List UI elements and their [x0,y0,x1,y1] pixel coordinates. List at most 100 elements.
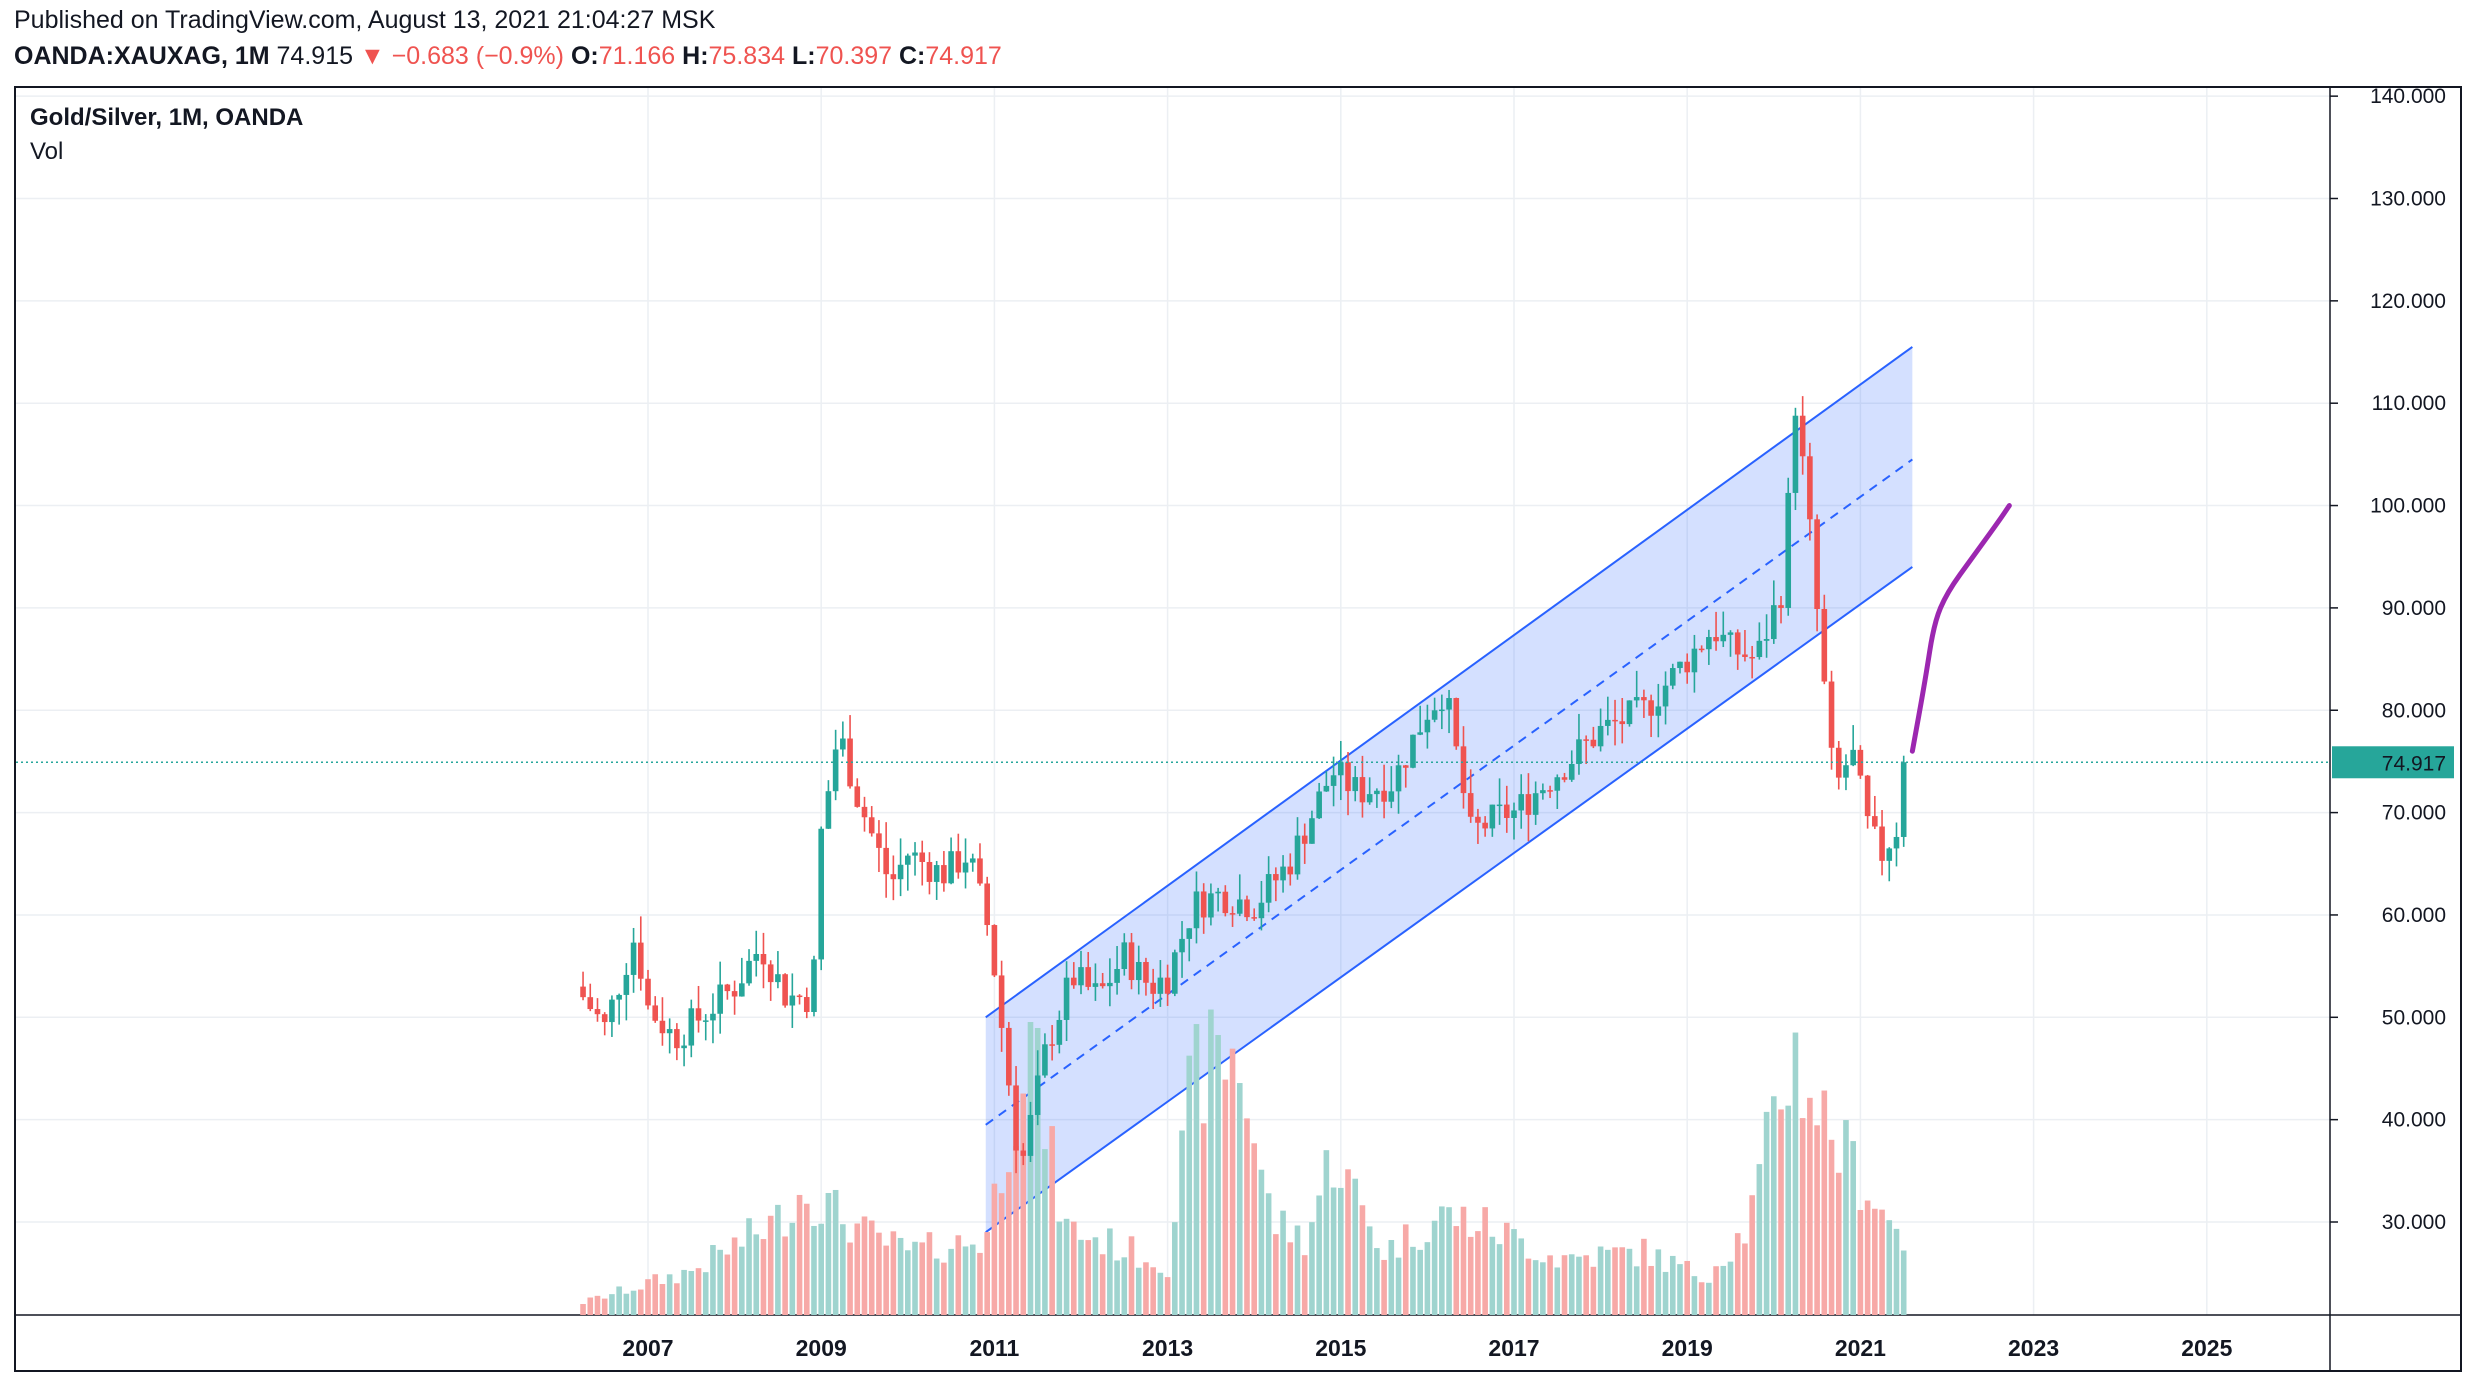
candle-body[interactable] [688,1008,695,1046]
candle-body[interactable] [1164,977,1171,994]
candle-body[interactable] [1179,938,1185,953]
candle-body[interactable] [724,984,731,992]
candle-body[interactable] [897,864,904,880]
candle-body[interactable] [962,862,969,873]
candle-body[interactable] [652,1005,659,1021]
candle-body[interactable] [919,852,926,862]
candle-body[interactable] [1727,632,1734,635]
candle-body[interactable] [1229,913,1236,915]
candle-body[interactable] [1828,681,1835,748]
candle-body[interactable] [1200,891,1207,918]
candle-body[interactable] [1345,762,1351,792]
candle-body[interactable] [1763,639,1770,641]
candle-body[interactable] [1843,765,1849,778]
candle-body[interactable] [753,954,760,961]
candle-body[interactable] [840,738,846,750]
candle-body[interactable] [926,861,933,882]
candle-body[interactable] [666,1029,673,1034]
candle-body[interactable] [1792,415,1799,493]
candle-body[interactable] [1605,719,1611,726]
chart-title[interactable]: Gold/Silver, 1M, OANDA [30,104,304,131]
candle-body[interactable] [1294,835,1301,875]
candle-body[interactable] [1027,1114,1034,1156]
candle-body[interactable] [1244,899,1250,918]
candle-body[interactable] [1460,746,1467,794]
candle-body[interactable] [905,855,911,865]
candle-body[interactable] [811,959,817,1012]
candle-body[interactable] [1056,1019,1063,1045]
candle-body[interactable] [702,1020,709,1022]
candle-body[interactable] [1013,1085,1019,1151]
candle-body[interactable] [645,978,651,1006]
candle-body[interactable] [1352,777,1359,792]
candle-body[interactable] [1900,762,1907,837]
candle-body[interactable] [1395,765,1402,792]
candle-body[interactable] [1099,983,1106,987]
volume-label[interactable]: Vol [30,138,64,165]
candle-body[interactable] [1872,816,1878,827]
candle-body[interactable] [1583,739,1589,741]
candle-body[interactable] [1121,942,1128,970]
candle-body[interactable] [1669,668,1676,686]
candle-body[interactable] [695,1008,702,1021]
candle-body[interactable] [1410,734,1416,768]
candle-body[interactable] [1402,765,1409,768]
candle-body[interactable] [1280,866,1286,881]
candle-body[interactable] [1467,793,1474,817]
candle-body[interactable] [1338,762,1344,776]
candle-body[interactable] [1619,721,1626,725]
candle-body[interactable] [1778,605,1784,608]
candle-body[interactable] [969,858,976,863]
candle-body[interactable] [1186,928,1193,939]
candle-body[interactable] [1366,794,1373,803]
candle-body[interactable] [630,942,637,975]
candle-body[interactable] [767,964,774,983]
candle-body[interactable] [1633,697,1640,701]
candle-body[interactable] [991,925,998,976]
candle-body[interactable] [1698,648,1705,651]
candle-body[interactable] [1489,804,1496,829]
candle-body[interactable] [1453,698,1460,747]
candle-body[interactable] [1236,899,1243,914]
candle-body[interactable] [1626,700,1633,725]
candle-body[interactable] [1734,632,1741,655]
candle-body[interactable] [868,817,875,834]
candle-body[interactable] [594,1009,601,1015]
candle-body[interactable] [789,995,796,1006]
candle-body[interactable] [1107,982,1113,987]
candle-body[interactable] [1381,790,1387,802]
candle-body[interactable] [1193,891,1200,929]
candle-body[interactable] [775,974,781,983]
candle-body[interactable] [1374,790,1380,795]
candle-body[interactable] [1482,822,1488,829]
candle-body[interactable] [1020,1150,1027,1156]
candle-body[interactable] [1503,804,1510,818]
candle-body[interactable] [1034,1075,1041,1115]
candle-body[interactable] [1157,977,1164,994]
candle-body[interactable] [1662,685,1669,707]
candle-body[interactable] [739,983,745,997]
candle-body[interactable] [1864,775,1871,817]
candle-body[interactable] [1114,969,1120,983]
candle-body[interactable] [1215,891,1221,894]
candle-body[interactable] [1835,747,1842,778]
candle-body[interactable] [1128,942,1135,981]
candle-body[interactable] [1265,874,1272,903]
projection-curve[interactable] [1909,503,2012,754]
candle-body[interactable] [746,960,752,984]
candle-body[interactable] [1143,962,1149,983]
candle-body[interactable] [1070,977,1077,986]
candle-body[interactable] [1511,810,1517,818]
candle-body[interactable] [616,994,622,1000]
candle-body[interactable] [1150,982,1156,994]
candle-body[interactable] [876,833,882,848]
candle-body[interactable] [1301,835,1308,844]
candle-body[interactable] [1273,874,1279,881]
candle-body[interactable] [1554,777,1561,791]
candle-body[interactable] [1251,917,1257,919]
candle-body[interactable] [1684,661,1690,673]
candle-body[interactable] [933,865,940,882]
candle-body[interactable] [717,984,723,1014]
candle-body[interactable] [948,851,954,884]
candle-body[interactable] [681,1045,687,1049]
